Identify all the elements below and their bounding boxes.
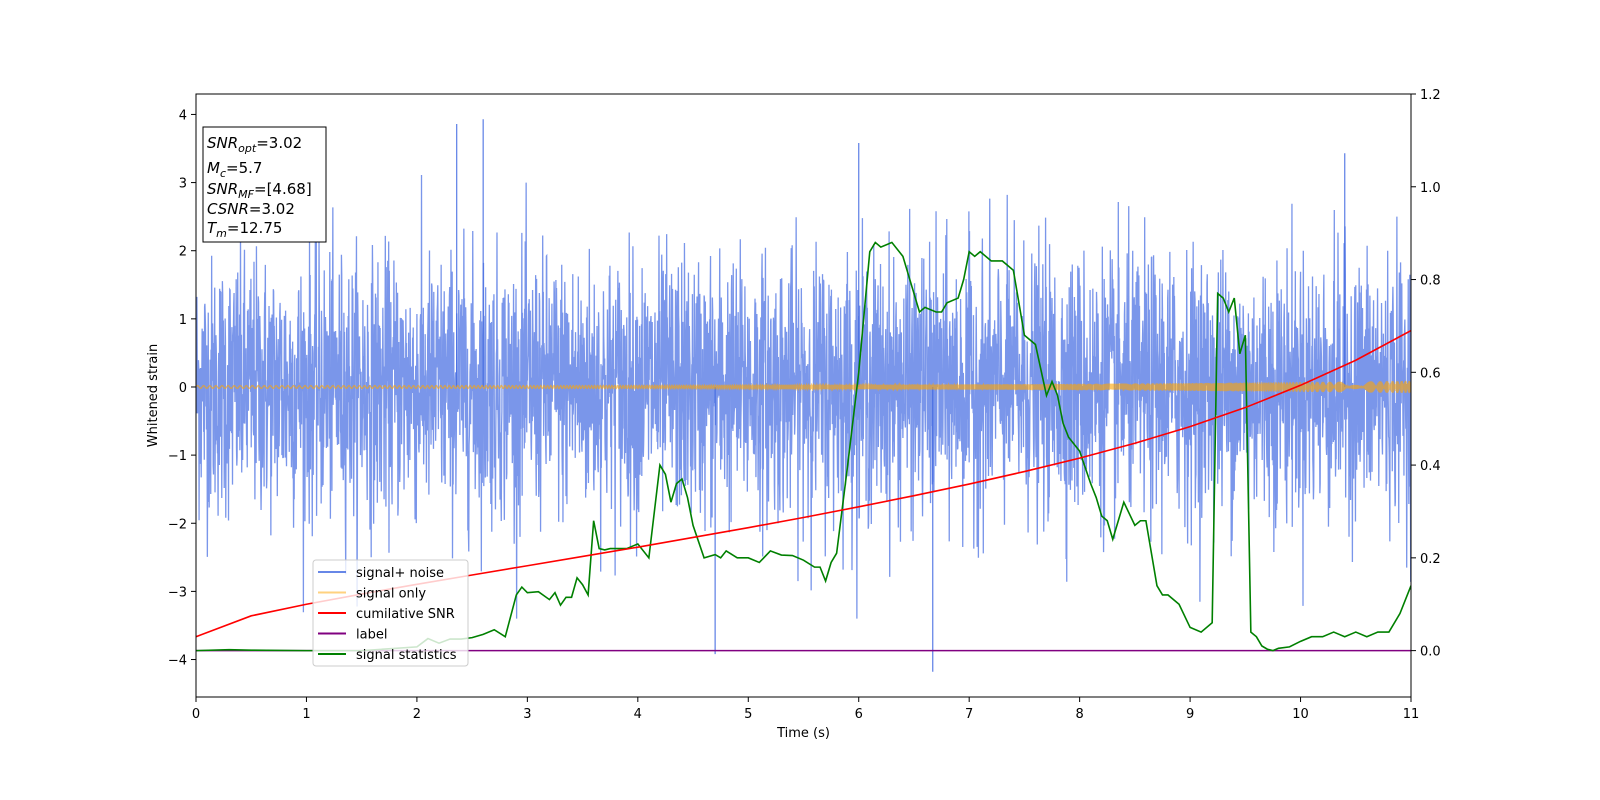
axes: 0 1 2 3 4 5 6 7 8 9 10 11 −4 −3 −2 −1 0 1 2 3 4 0.0 0.2 0.4 0.6 0… xyxy=(146,88,1441,741)
info-line: Tm=12.75 xyxy=(207,219,282,240)
signal-only-series xyxy=(196,380,1411,394)
y-left-tick-label: 4 xyxy=(179,108,187,123)
signal-statistics-line xyxy=(196,241,1411,652)
signal-only-line xyxy=(196,380,1411,394)
x-tick-label: 6 xyxy=(855,707,863,722)
x-tick-label: 2 xyxy=(413,707,421,722)
x-tick-label: 8 xyxy=(1075,707,1083,722)
x-axis-label: Time (s) xyxy=(776,726,830,741)
y-left-tick-label: −3 xyxy=(168,585,187,600)
legend-label: signal only xyxy=(356,587,426,602)
y-left-tick-label: 0 xyxy=(179,381,187,396)
x-tick-label: 4 xyxy=(634,707,642,722)
y-left-tick-label: 2 xyxy=(179,245,187,260)
info-box: SNRopt=3.02 Mc=5.7SNRMF=[4.68]CSNR=3.02Tm… xyxy=(202,126,327,243)
plot-frame xyxy=(195,93,1412,698)
info-line: CSNR=3.02 xyxy=(207,200,295,218)
y-left-tick-label: −2 xyxy=(168,517,187,532)
legend-label: label xyxy=(356,628,387,643)
x-tick-label: 11 xyxy=(1403,707,1420,722)
x-tick-label: 3 xyxy=(523,707,531,722)
y-left-tick-label: 3 xyxy=(179,177,187,192)
y-right-tick-label: 0.4 xyxy=(1420,459,1441,474)
info-line: Mc=5.7 xyxy=(207,159,262,180)
x-tick-label: 0 xyxy=(192,707,200,722)
legend-label: signal statistics xyxy=(356,648,457,663)
info-box-frame xyxy=(202,126,327,243)
x-tick-label: 9 xyxy=(1186,707,1194,722)
y-right-tick-label: 0.2 xyxy=(1420,552,1441,567)
signal-noise-series xyxy=(196,119,1411,672)
info-line: SNRopt=3.02 xyxy=(207,134,302,155)
legend-label: signal+ noise xyxy=(356,566,444,581)
y-axis-label: Whitened strain xyxy=(146,344,161,447)
y-right-tick-label: 0.0 xyxy=(1420,645,1441,660)
y-right-tick-label: 0.8 xyxy=(1420,274,1441,289)
x-tick-label: 10 xyxy=(1292,707,1309,722)
legend: signal+ noise signal only cumilative SNR la… xyxy=(312,559,469,667)
signal-noise-line xyxy=(196,174,1411,619)
x-tick-label: 7 xyxy=(965,707,973,722)
legend-frame xyxy=(312,559,469,667)
y-left-tick-label: −4 xyxy=(168,654,187,669)
y-right-tick-label: 1.0 xyxy=(1420,181,1441,196)
y-left-tick-label: −1 xyxy=(168,449,187,464)
y-left-tick-label: 1 xyxy=(179,313,187,328)
x-tick-label: 1 xyxy=(302,707,310,722)
info-line: SNRMF=[4.68] xyxy=(207,180,312,201)
legend-label: cumilative SNR xyxy=(356,607,455,622)
y-right-tick-label: 0.6 xyxy=(1420,366,1441,381)
y-right-tick-label: 1.2 xyxy=(1420,88,1441,103)
x-tick-label: 5 xyxy=(744,707,752,722)
